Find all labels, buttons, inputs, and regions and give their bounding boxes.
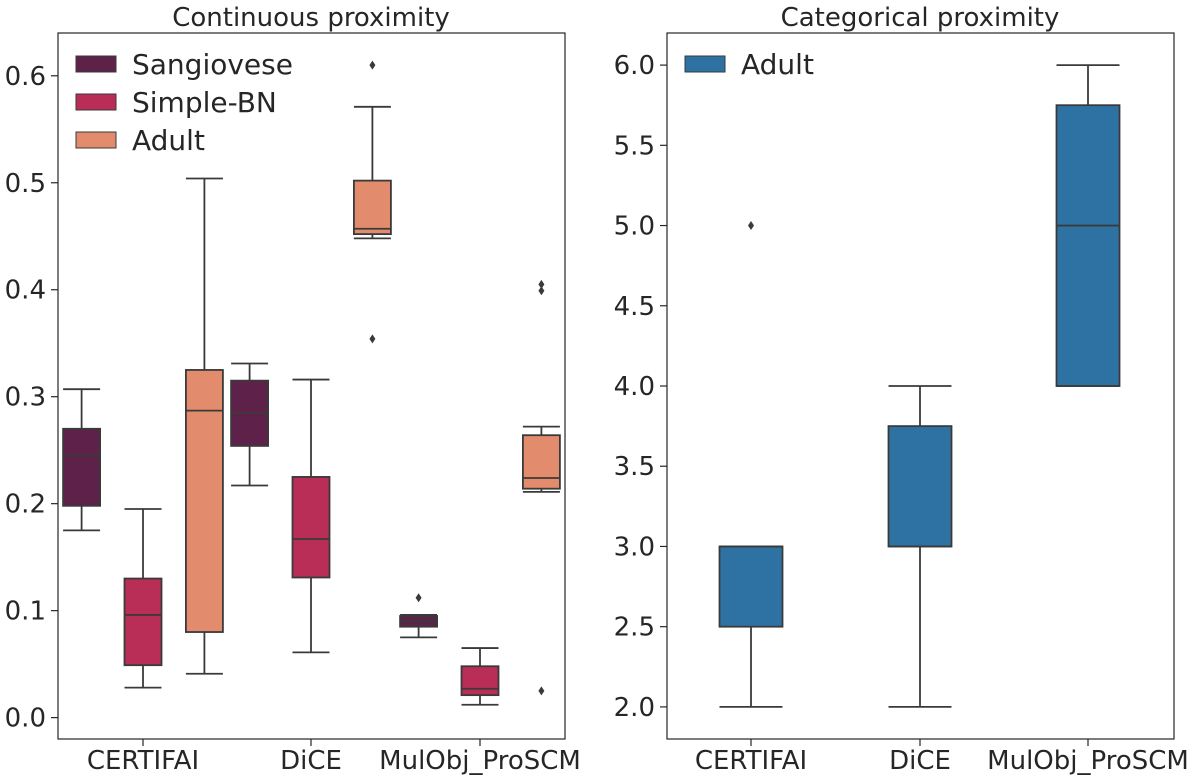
box-simple-bn-certifai — [123, 508, 163, 689]
legend: Adult — [684, 48, 814, 81]
box-adult-certifai — [718, 221, 784, 708]
legend-label: Sangiovese — [132, 48, 293, 81]
box-adult-mulobj_proscm — [1055, 64, 1121, 387]
box-body — [353, 179, 392, 236]
continuous-proximity-panel: Continuous proximity 0.0 0.1 0.2 0.3 0.4 0.5 0… — [5, 3, 581, 776]
box-body — [185, 369, 224, 633]
legend-swatch — [75, 131, 117, 149]
legend-swatch — [75, 55, 117, 73]
y-tick-label: 0.2 — [5, 490, 46, 520]
outlier-point — [538, 686, 545, 696]
y-tick-label: 4.0 — [614, 372, 655, 402]
box-body — [522, 434, 561, 490]
box-body — [887, 425, 953, 548]
y-tick-label: 0.1 — [5, 597, 46, 627]
box-sangiovese-dice — [230, 362, 269, 487]
outlier-point — [369, 60, 376, 70]
box-adult-certifai — [185, 177, 224, 675]
box-simple-bn-dice — [291, 378, 331, 654]
x-tick-label: DiCE — [889, 746, 951, 776]
outlier-point — [538, 286, 545, 296]
box-body — [1055, 104, 1121, 387]
y-tick-label: 6.0 — [614, 51, 655, 81]
y-tick-label: 4.5 — [614, 292, 655, 322]
y-tick-label: 2.0 — [614, 693, 655, 723]
outlier-point — [538, 279, 545, 289]
outlier-point — [369, 334, 376, 344]
box-adult-mulobj_proscm — [522, 279, 561, 696]
y-tick-label: 5.0 — [614, 212, 655, 242]
x-tick-label: CERTIFAI — [87, 746, 199, 776]
y-tick-label: 0.4 — [5, 276, 46, 306]
y-tick-label: 0.3 — [5, 383, 46, 413]
y-tick-label: 3.5 — [614, 452, 655, 482]
y-tick-label: 5.5 — [614, 131, 655, 161]
box-simple-bn-mulobj_proscm — [460, 647, 500, 706]
box-sangiovese-certifai — [62, 388, 101, 532]
box-body — [718, 545, 784, 628]
legend-swatch — [684, 55, 726, 73]
box-sangiovese-mulobj_proscm — [399, 593, 438, 639]
box-body — [460, 665, 500, 697]
legend-label: Adult — [132, 124, 205, 157]
outlier-point — [748, 221, 754, 231]
y-tick-label: 0.5 — [5, 169, 46, 199]
x-tick-label: CERTIFAI — [695, 746, 807, 776]
y-tick-label: 0.0 — [5, 704, 46, 734]
legend-label: Adult — [741, 48, 814, 81]
y-tick-label: 2.5 — [614, 613, 655, 643]
chart-title: Categorical proximity — [781, 3, 1060, 33]
box-body — [62, 427, 101, 507]
box-body — [123, 577, 163, 667]
legend-swatch — [75, 93, 117, 111]
chart-title: Continuous proximity — [172, 3, 450, 33]
categorical-proximity-panel: Categorical proximity 2.0 2.5 3.0 3.5 4.0 4.5… — [614, 3, 1189, 776]
x-tick-label: DiCE — [280, 746, 342, 776]
box-adult-dice — [353, 60, 392, 344]
legend-label: Simple-BN — [132, 86, 277, 119]
y-tick-label: 0.6 — [5, 62, 46, 92]
box-body — [291, 476, 331, 579]
y-tick-label: 3.0 — [614, 532, 655, 562]
x-tick-label: MulObj_ProSCM — [379, 746, 581, 776]
box-adult-dice — [887, 385, 953, 708]
x-tick-label: MulObj_ProSCM — [987, 746, 1189, 776]
outlier-point — [415, 593, 422, 603]
legend: Sangiovese Simple-BN Adult — [75, 48, 293, 157]
